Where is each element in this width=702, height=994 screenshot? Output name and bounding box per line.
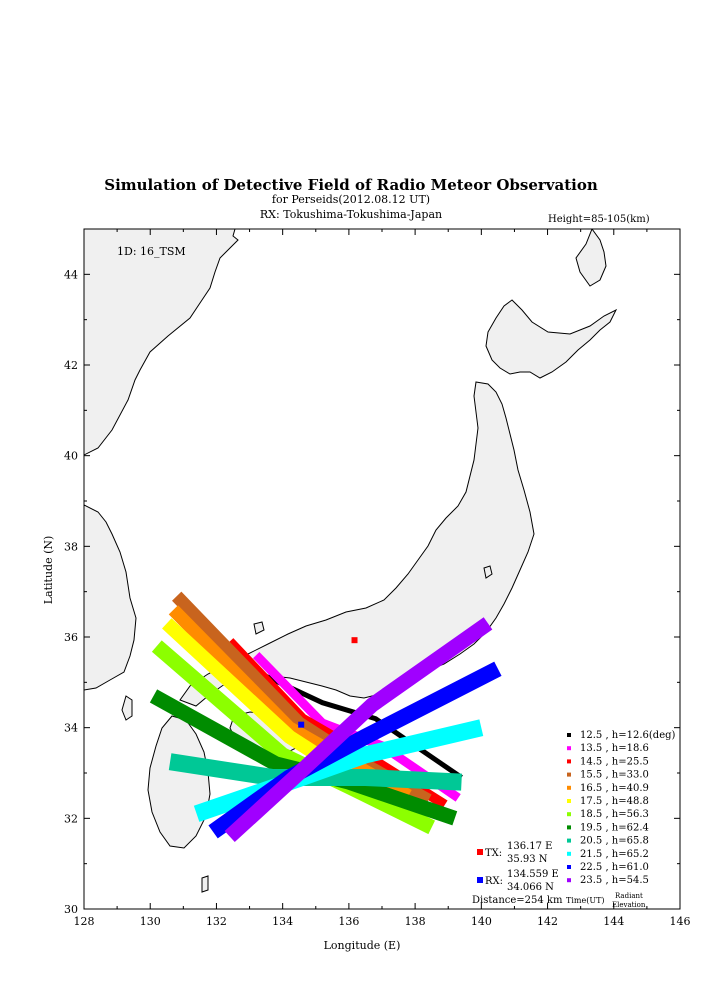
legend-swatch	[567, 799, 571, 803]
tx-legend-swatch	[477, 849, 483, 855]
land-sado	[483, 565, 493, 579]
y-tick-label: 38	[64, 540, 78, 553]
x-axis-label: Longitude (E)	[324, 939, 401, 952]
x-tick-label: 138	[405, 915, 426, 928]
y-tick-label: 36	[64, 631, 78, 644]
x-tick-label: 136	[338, 915, 359, 928]
legend-entry: 14.5 , h=25.5	[580, 756, 649, 767]
y-tick-label: 44	[64, 268, 78, 281]
legend-swatch	[567, 746, 571, 751]
detection-band-22-5	[208, 661, 502, 839]
land-oki	[253, 621, 265, 635]
tx-lat: 35.93 N	[507, 854, 548, 865]
tx-lon: 136.17 E	[507, 841, 552, 852]
rx-legend-swatch	[477, 877, 483, 883]
legend-entry: 18.5 , h=56.3	[580, 809, 649, 820]
detection-bands	[149, 591, 502, 843]
legend-entry: 13.5 , h=18.6	[580, 743, 649, 754]
land-tanegashima	[201, 875, 209, 893]
detection-band-23-5	[224, 617, 493, 843]
legend-swatch	[567, 865, 571, 869]
rx-lat: 34.066 N	[507, 882, 554, 893]
legend-entry: 15.5 , h=33.0	[580, 770, 649, 781]
x-tick-label: 134	[272, 915, 293, 928]
legend-entry: 20.5 , h=65.8	[580, 836, 649, 847]
y-tick-label: 32	[64, 812, 78, 825]
x-tick-label: 146	[670, 915, 691, 928]
legend-swatch	[567, 812, 571, 817]
subtitle-receiver: RX: Tokushima-Tokushima-Japan	[259, 208, 443, 221]
legend: 12.5 , h=12.6(deg) 13.5 , h=18.6 14.5 , h=…	[567, 730, 676, 886]
land-layer	[84, 229, 618, 893]
legend-entry: 19.5 , h=62.4	[580, 822, 649, 833]
subtitle-shower: for Perseids(2012.08.12 UT)	[271, 193, 431, 206]
legend-swatch	[567, 838, 571, 843]
rx-label: RX:	[485, 876, 503, 887]
x-tick-label: 140	[471, 915, 492, 928]
x-tick-label: 130	[140, 915, 161, 928]
legend-swatch	[567, 733, 571, 737]
y-tick-label: 30	[64, 903, 78, 916]
x-tick-label: 142	[537, 915, 558, 928]
detection-band-21-5	[193, 719, 484, 822]
legend-swatch	[567, 878, 571, 883]
land-tsushima	[121, 695, 133, 721]
legend-entry: 17.5 , h=48.8	[580, 796, 649, 807]
distance-label: Distance=254 km	[472, 895, 563, 906]
legend-entry: 22.5 , h=61.0	[580, 862, 649, 873]
x-tick-label: 128	[74, 915, 95, 928]
land-kyushu	[147, 715, 211, 849]
y-tick-label: 40	[64, 450, 78, 463]
legend-entry: 23.5 , h=54.5	[580, 875, 649, 886]
x-axis: 128 130 132 134 136 138 140 142 144 146	[74, 229, 691, 928]
radiant-label: Radiant	[615, 892, 643, 900]
station-id-label: 1D: 16_TSM	[117, 245, 186, 258]
legend-swatch	[567, 785, 571, 790]
land-korea	[84, 504, 137, 691]
land-sakhalin	[575, 229, 607, 287]
page-title: Simulation of Detective Field of Radio M…	[104, 176, 598, 194]
y-axis-label: Latitude (N)	[42, 536, 55, 605]
elevation-label: Elevation	[612, 901, 646, 909]
y-tick-label: 34	[64, 722, 78, 735]
legend-swatch	[567, 825, 571, 830]
rx-station-marker	[298, 721, 305, 728]
height-label: Height=85-105(km)	[548, 214, 650, 225]
legend-entry: 21.5 , h=65.2	[580, 849, 649, 860]
time-label: Time(UT)	[566, 896, 605, 905]
x-tick-label: 132	[206, 915, 227, 928]
legend-swatch	[567, 851, 571, 856]
land-continent	[84, 229, 239, 456]
land-hokkaido	[485, 299, 618, 379]
legend-swatch	[567, 759, 571, 764]
y-axis: 30 32 34 36 38 40 42 44	[64, 268, 680, 916]
y-tick-label: 42	[64, 359, 78, 372]
rx-lon: 134.559 E	[507, 869, 559, 880]
legend-entry: 12.5 , h=12.6(deg)	[580, 730, 676, 741]
tx-station-marker	[351, 637, 358, 644]
legend-entry: 16.5 , h=40.9	[580, 783, 649, 794]
x-tick-label: 144	[603, 915, 624, 928]
legend-swatch	[567, 772, 571, 777]
tx-label: TX:	[485, 848, 502, 859]
